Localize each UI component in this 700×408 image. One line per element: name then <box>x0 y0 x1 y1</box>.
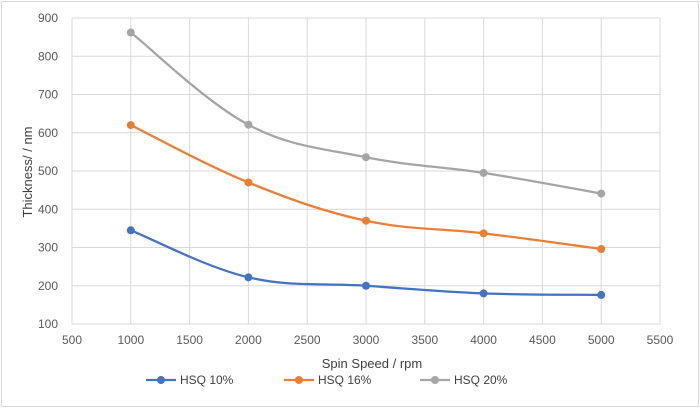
data-point-hsq-20 <box>362 153 370 162</box>
y-tick-label: 200 <box>38 279 58 293</box>
x-tick-label: 5000 <box>588 333 615 347</box>
y-tick-label: 300 <box>38 241 58 255</box>
x-tick-label: 3000 <box>353 333 380 347</box>
x-axis-title: Spin Speed / rpm <box>322 356 422 371</box>
legend-item-hsq-10[interactable]: HSQ 10% <box>146 373 234 387</box>
data-point-hsq-16 <box>126 121 135 130</box>
x-tick-label: 4500 <box>529 333 556 347</box>
x-tick-label: 1000 <box>117 333 144 347</box>
data-point-hsq-20 <box>597 189 606 198</box>
data-point-hsq-16 <box>362 216 370 225</box>
legend[interactable]: HSQ 10% HSQ 16% HSQ 20% <box>146 373 508 387</box>
data-point-hsq-20 <box>479 168 488 177</box>
y-tick-label: 700 <box>38 88 58 102</box>
data-point-hsq-16 <box>597 245 606 254</box>
legend-label: HSQ 10% <box>180 373 234 387</box>
data-point-hsq-10 <box>244 273 253 282</box>
x-tick-label: 500 <box>62 333 82 347</box>
data-point-hsq-20 <box>244 120 253 129</box>
x-tick-label: 5500 <box>647 333 674 347</box>
legend-label: HSQ 20% <box>454 373 508 387</box>
series-lines <box>126 28 606 299</box>
y-tick-label: 800 <box>38 49 58 63</box>
legend-swatch-marker <box>431 376 439 384</box>
gridlines <box>71 17 661 325</box>
legend-item-hsq-20[interactable]: HSQ 20% <box>420 373 508 387</box>
x-tick-label: 2000 <box>235 333 262 347</box>
y-tick-label: 500 <box>38 164 58 178</box>
y-tick-label: 900 <box>38 11 58 25</box>
x-tick-label: 4000 <box>470 333 497 347</box>
x-tick-label: 3500 <box>411 333 438 347</box>
y-axis-title: Thickness/ / nm <box>20 126 35 217</box>
legend-swatch-marker <box>295 376 303 384</box>
data-point-hsq-10 <box>597 290 606 299</box>
data-point-hsq-10 <box>479 289 488 298</box>
y-tick-label: 600 <box>38 126 58 140</box>
y-tick-label: 400 <box>38 202 58 216</box>
legend-swatch-marker <box>157 376 165 384</box>
legend-item-hsq-16[interactable]: HSQ 16% <box>284 373 372 387</box>
data-point-hsq-16 <box>244 178 253 187</box>
legend-label: HSQ 16% <box>318 373 372 387</box>
data-point-hsq-10 <box>362 281 370 290</box>
x-tick-label: 2500 <box>294 333 321 347</box>
data-point-hsq-20 <box>126 28 135 37</box>
tick-labels: 100 200 300 400 500 600 700 800 900 500 1000 1500 20… <box>38 11 674 347</box>
data-point-hsq-10 <box>126 226 135 235</box>
y-tick-label: 100 <box>38 317 58 331</box>
data-point-hsq-16 <box>479 229 488 238</box>
x-tick-label: 1500 <box>176 333 203 347</box>
series-line-hsq-20 <box>130 31 602 195</box>
